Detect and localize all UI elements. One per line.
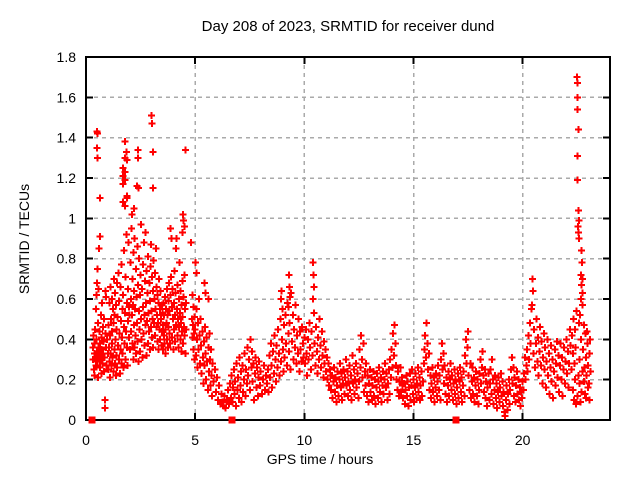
y-tick-label: 1.8	[57, 49, 77, 65]
y-tick-label: 0.2	[57, 372, 77, 388]
x-axis-label: GPS time / hours	[266, 451, 374, 467]
y-tick-label: 1.2	[57, 170, 77, 186]
y-tick-label: 1.4	[57, 130, 77, 146]
square-marker	[228, 416, 236, 424]
chart-title: Day 208 of 2023, SRMTID for receiver dun…	[201, 18, 495, 35]
scatter-points	[89, 73, 594, 420]
x-tick-label: 10	[297, 432, 313, 448]
square-marker	[88, 416, 96, 424]
x-tick-label: 15	[406, 432, 422, 448]
y-tick-label: 0.8	[57, 251, 77, 267]
y-tick-label: 1	[68, 210, 76, 226]
x-tick-label: 0	[82, 432, 90, 448]
x-tick-label: 20	[515, 432, 531, 448]
y-tick-label: 0	[68, 412, 76, 428]
plot-border	[85, 56, 611, 421]
x-tick-label: 5	[191, 432, 199, 448]
square-marker	[452, 416, 460, 424]
y-tick-label: 0.4	[57, 331, 77, 347]
y-tick-label: 1.6	[57, 89, 77, 105]
y-tick-label: 0.6	[57, 291, 77, 307]
